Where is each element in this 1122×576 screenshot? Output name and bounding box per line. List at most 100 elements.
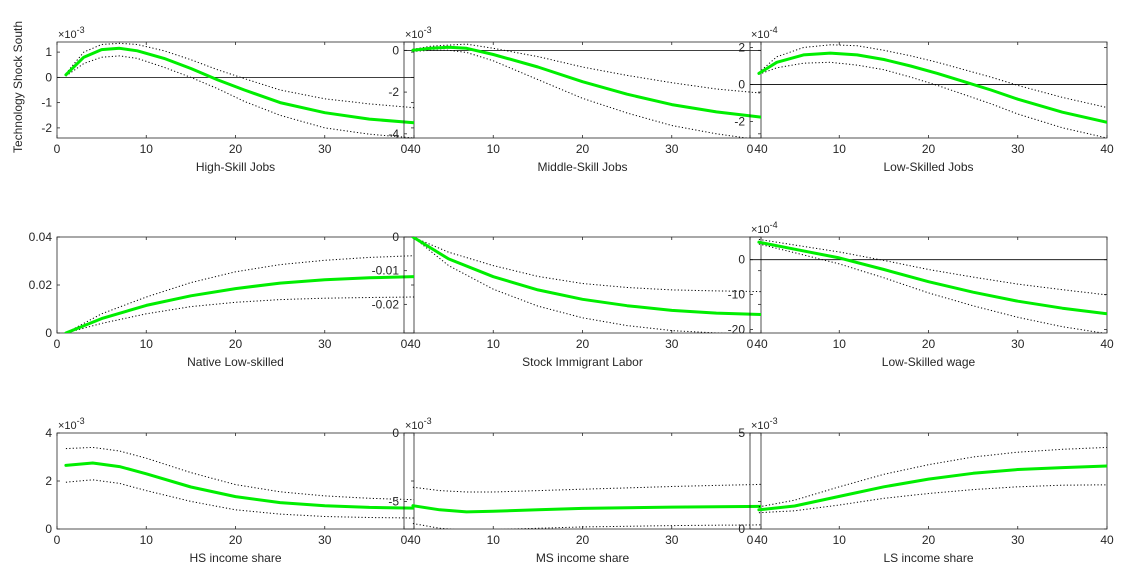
upper-band-line (412, 483, 761, 493)
series-group (411, 483, 761, 529)
series-group (411, 237, 761, 333)
x-tick-label: 20 (922, 533, 936, 547)
median-response-line (757, 51, 1107, 124)
y-tick-label: 5 (738, 426, 745, 440)
x-tick-label: 30 (665, 533, 679, 547)
x-tick-label: 20 (229, 337, 243, 351)
lower-band-line (412, 237, 730, 333)
y-tick-label: -10 (728, 288, 746, 302)
lower-band-line (412, 49, 750, 138)
y-tick-label: 2 (45, 474, 52, 488)
x-tick-label: 40 (754, 337, 768, 351)
x-tick-label: 10 (140, 337, 154, 351)
y-tick-label: 0 (392, 43, 399, 57)
x-tick-label: 0 (54, 337, 61, 351)
x-tick-label: 10 (833, 337, 847, 351)
x-tick-label: 0 (747, 337, 754, 351)
upper-band-line (758, 446, 1107, 508)
median-response-line (411, 237, 761, 316)
series-group (64, 446, 414, 519)
y-tick-label: 0 (45, 70, 52, 84)
y-tick-label: 0 (738, 77, 745, 91)
x-tick-label: 40 (1100, 533, 1114, 547)
lower-band-line (65, 479, 414, 519)
x-tick-label: 30 (665, 142, 679, 156)
axes-box (56, 41, 415, 139)
x-tick-label: 20 (576, 142, 590, 156)
y-tick-label: -2 (388, 85, 399, 99)
x-tick-label: 0 (401, 337, 408, 351)
panel-8: 0 10 20 30 40 -5 0 ×10-3 MS income share (388, 416, 768, 565)
x-tick-label: 10 (487, 337, 501, 351)
y-tick-label: -2 (734, 114, 745, 128)
upper-band-line (412, 43, 761, 94)
x-tick-label: 0 (54, 142, 61, 156)
x-tick-label: 0 (747, 142, 754, 156)
x-axis-label: HS income share (189, 551, 281, 565)
x-tick-label: 30 (1011, 337, 1025, 351)
x-tick-label: 30 (318, 533, 332, 547)
lower-band-line (65, 55, 414, 138)
panel-5: 0 10 20 30 40 -0.02 -0.01 0 Stock Immigrant Labo… (372, 230, 768, 369)
x-tick-label: 10 (487, 142, 501, 156)
median-response-line (64, 461, 414, 510)
x-tick-label: 0 (401, 533, 408, 547)
upper-band-line (65, 446, 414, 501)
y-tick-label: 0.04 (29, 230, 53, 244)
axes-box (403, 236, 762, 334)
x-tick-label: 20 (229, 533, 243, 547)
median-response-line (64, 46, 414, 125)
panel-6: 0 10 20 30 40 -20 -10 0 ×10-4 Low-Skilled wage (728, 220, 1114, 369)
panel-1: 0 10 20 30 40 -2 -1 0 1 ×10-3 High-Skill Jobs (41, 25, 421, 174)
x-tick-label: 40 (1100, 337, 1114, 351)
y-tick-label: 0 (392, 426, 399, 440)
x-tick-label: 10 (140, 142, 154, 156)
x-axis-label: Native Low-skilled (187, 355, 284, 369)
row-label: Technology Shock South (11, 21, 25, 153)
y-tick-label: -0.01 (372, 264, 400, 278)
y-tick-label: 4 (45, 426, 52, 440)
x-tick-label: 20 (922, 142, 936, 156)
y-tick-label: 0 (392, 230, 399, 244)
median-response-line (757, 464, 1107, 512)
axis-exponent: ×10-4 (751, 220, 778, 236)
x-axis-label: LS income share (883, 551, 973, 565)
axes-box (56, 236, 415, 334)
x-tick-label: 40 (407, 533, 421, 547)
upper-band-line (65, 255, 414, 333)
lower-band-line (758, 484, 1107, 514)
x-tick-label: 20 (229, 142, 243, 156)
x-tick-label: 10 (833, 142, 847, 156)
series-group (64, 42, 414, 138)
axis-exponent: ×10-4 (751, 25, 778, 41)
x-tick-label: 40 (754, 533, 768, 547)
axis-exponent: ×10-3 (58, 25, 85, 41)
x-axis-label: MS income share (536, 551, 630, 565)
x-tick-label: 10 (140, 533, 154, 547)
x-tick-label: 40 (754, 142, 768, 156)
x-tick-label: 20 (576, 533, 590, 547)
x-tick-label: 40 (407, 142, 421, 156)
y-tick-label: -1 (41, 96, 52, 110)
series-group (757, 44, 1107, 138)
axes-box (403, 41, 762, 139)
y-tick-label: 0 (738, 253, 745, 267)
series-group (757, 446, 1107, 514)
x-tick-label: 10 (833, 533, 847, 547)
upper-band-line (412, 237, 761, 293)
median-response-line (411, 45, 761, 119)
y-tick-label: -4 (388, 127, 399, 141)
upper-band-line (65, 42, 414, 109)
x-axis-label: Stock Immigrant Labor (522, 355, 643, 369)
series-group (757, 238, 1107, 333)
y-tick-label: -20 (728, 323, 746, 337)
x-tick-label: 30 (1011, 142, 1025, 156)
median-response-line (411, 504, 761, 514)
axis-exponent: ×10-3 (58, 416, 85, 432)
axes-box (403, 432, 762, 530)
y-tick-label: -2 (41, 121, 52, 135)
